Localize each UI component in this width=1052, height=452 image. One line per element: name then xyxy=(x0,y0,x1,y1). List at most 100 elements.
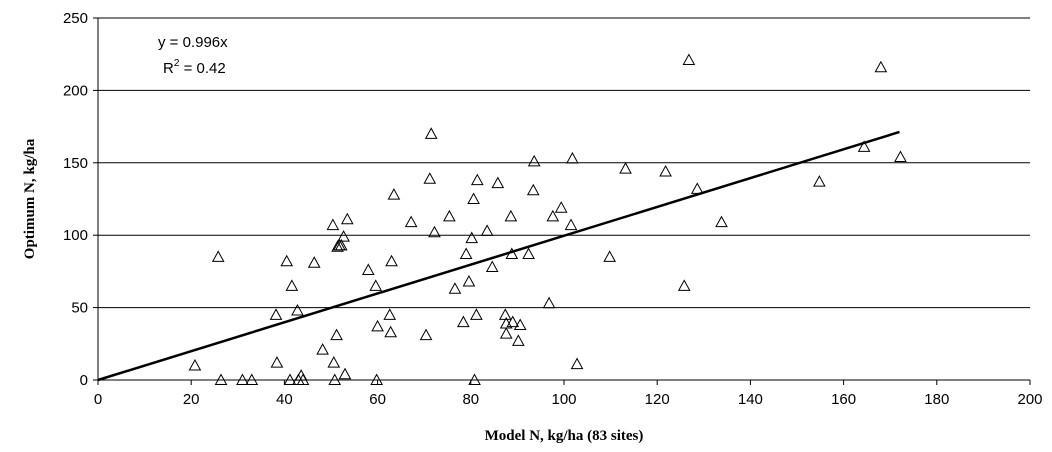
tick-labels: 0 50 100 150 200 250 0 20 40 60 80 100 120 140 160 180 2… xyxy=(63,10,1043,408)
x-tick-label: 0 xyxy=(94,391,102,408)
x-tick-label: 180 xyxy=(924,391,949,408)
data-point-triangle xyxy=(269,308,283,320)
data-point-triangle xyxy=(361,263,375,275)
data-point-triangle xyxy=(491,176,505,189)
data-point-triangle xyxy=(369,279,383,291)
data-point-triangle xyxy=(480,224,494,236)
r-squared-prefix: R xyxy=(163,60,174,77)
r-squared-label: R2 = 0.42 xyxy=(163,58,226,77)
x-tick-label: 20 xyxy=(183,391,200,408)
data-point-triangle xyxy=(419,328,433,341)
data-point-triangle xyxy=(504,209,518,222)
data-point-triangle xyxy=(404,215,418,228)
data-point-triangle xyxy=(330,328,343,341)
data-point-triangle xyxy=(813,175,826,187)
data-point-triangle xyxy=(465,231,479,244)
x-tick-label: 40 xyxy=(276,391,293,408)
data-point-triangle xyxy=(677,279,691,291)
data-point-triangle xyxy=(245,373,259,385)
data-point-triangle xyxy=(485,260,499,273)
data-point-triangle xyxy=(285,279,299,291)
y-tick-label: 150 xyxy=(63,155,88,172)
data-point-triangle xyxy=(659,164,672,177)
data-point-triangle xyxy=(857,140,871,152)
data-point-triangle xyxy=(280,254,294,267)
data-point-triangle xyxy=(337,230,350,242)
tick-marks xyxy=(93,17,1031,385)
x-tick-label: 160 xyxy=(831,391,856,408)
data-point-triangle xyxy=(468,373,481,385)
data-point-triangle xyxy=(371,319,384,332)
data-point-triangle xyxy=(505,247,519,260)
x-tick-label: 200 xyxy=(1017,391,1042,408)
data-point-triangle xyxy=(423,172,437,184)
data-point-triangle xyxy=(566,151,579,164)
data-point-triangle xyxy=(462,274,476,287)
data-point-triangle xyxy=(456,315,470,328)
data-point-triangle xyxy=(498,308,512,320)
data-point-triangle xyxy=(283,373,297,385)
y-tick-label: 100 xyxy=(63,227,88,244)
trendline-group xyxy=(97,130,900,382)
x-tick-label: 100 xyxy=(551,391,576,408)
data-point-triangle xyxy=(467,192,480,204)
axes xyxy=(97,18,1030,381)
data-point-triangle xyxy=(546,209,560,222)
data-point-triangle xyxy=(387,188,401,200)
y-tick-label: 50 xyxy=(71,300,88,317)
data-point-triangle xyxy=(682,53,696,65)
data-point-triangle xyxy=(619,162,632,174)
data-point-triangle xyxy=(570,357,584,370)
data-point-triangle xyxy=(470,173,484,186)
data-point-triangle xyxy=(564,218,578,231)
data-point-triangle xyxy=(384,325,397,338)
data-point-triangle xyxy=(370,373,384,385)
data-point-triangle xyxy=(499,327,513,339)
data-point-triangle xyxy=(291,303,304,316)
data-point-triangle xyxy=(326,218,340,231)
data-point-triangle xyxy=(690,182,704,194)
data-point-triangle xyxy=(214,373,228,385)
data-point-triangle xyxy=(338,367,352,380)
data-point-triangle xyxy=(511,334,525,346)
data-point-triangle xyxy=(331,240,344,252)
data-point-triangle xyxy=(448,282,462,294)
data-point-triangle xyxy=(542,296,556,309)
x-tick-label: 60 xyxy=(369,391,386,408)
r-squared-exponent: 2 xyxy=(174,58,180,69)
x-axis-title: Model N, kg/ha (83 sites) xyxy=(485,428,644,444)
data-point-triangle xyxy=(715,215,728,228)
data-point-triangle xyxy=(383,308,397,320)
data-point-triangle xyxy=(270,356,284,368)
data-point-triangle xyxy=(340,212,354,225)
x-tick-label: 140 xyxy=(738,391,763,408)
data-point-triangle xyxy=(603,250,617,262)
data-point-triangle xyxy=(526,183,540,196)
gridlines xyxy=(98,17,1030,309)
data-points xyxy=(188,53,907,385)
data-point-triangle xyxy=(316,343,329,355)
data-point-triangle xyxy=(522,247,535,260)
trendline xyxy=(97,130,900,382)
y-tick-label: 0 xyxy=(80,372,88,389)
data-point-triangle xyxy=(334,238,348,251)
data-point-triangle xyxy=(554,201,568,213)
y-axis-title: Optimum N, kg/ha xyxy=(22,138,38,259)
data-point-triangle xyxy=(428,225,441,238)
data-point-triangle xyxy=(527,154,541,167)
data-point-triangle xyxy=(874,60,888,73)
x-tick-label: 120 xyxy=(645,391,670,408)
data-point-triangle xyxy=(470,308,483,320)
data-point-triangle xyxy=(188,358,202,371)
data-point-triangle xyxy=(236,373,249,385)
r-squared-value: = 0.42 xyxy=(179,60,225,77)
data-point-triangle xyxy=(296,373,310,385)
data-point-triangle xyxy=(211,250,225,262)
data-point-triangle xyxy=(443,209,456,222)
data-point-triangle xyxy=(307,256,321,268)
data-point-triangle xyxy=(459,247,473,260)
x-tick-label: 80 xyxy=(462,391,479,408)
data-point-triangle xyxy=(424,127,438,139)
data-point-triangle xyxy=(513,318,527,330)
